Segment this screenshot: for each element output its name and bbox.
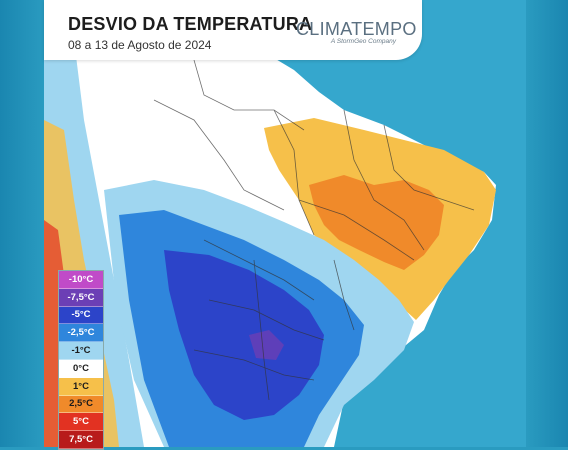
legend-item: 2,5°C <box>59 395 103 414</box>
legend-item: -5°C <box>59 306 103 325</box>
legend-item: -2,5°C <box>59 324 103 343</box>
color-legend: -10°C -7,5°C -5°C -2,5°C -1°C 0°C 1°C 2,5°C 5°C 7… <box>58 270 104 450</box>
logo-tagline: A StormGeo Company <box>330 38 396 45</box>
map-header: DESVIO DA TEMPERATURA 08 a 13 de Agosto … <box>44 0 422 60</box>
legend-item: 0°C <box>59 359 103 378</box>
legend-item: 7,5°C <box>59 431 103 449</box>
strong-cold-anomaly <box>164 250 324 420</box>
logo-name: CLIMATEMPO <box>296 19 417 39</box>
warm-anomaly-core <box>309 175 444 270</box>
legend-item: -10°C <box>59 271 103 289</box>
climatempo-logo: CLIMATEMPO A StormGeo Company <box>296 19 417 45</box>
legend-item: -7,5°C <box>59 288 103 307</box>
date-range: 08 a 13 de Agosto de 2024 <box>68 38 212 52</box>
temperature-anomaly-map <box>44 0 526 447</box>
map-title: DESVIO DA TEMPERATURA <box>68 14 313 34</box>
left-frame <box>0 0 44 447</box>
right-frame <box>526 0 568 447</box>
legend-item: 1°C <box>59 377 103 396</box>
legend-item: -1°C <box>59 342 103 360</box>
legend-item: 5°C <box>59 413 103 432</box>
state-borders <box>153 59 475 401</box>
violet-hint <box>249 330 284 360</box>
